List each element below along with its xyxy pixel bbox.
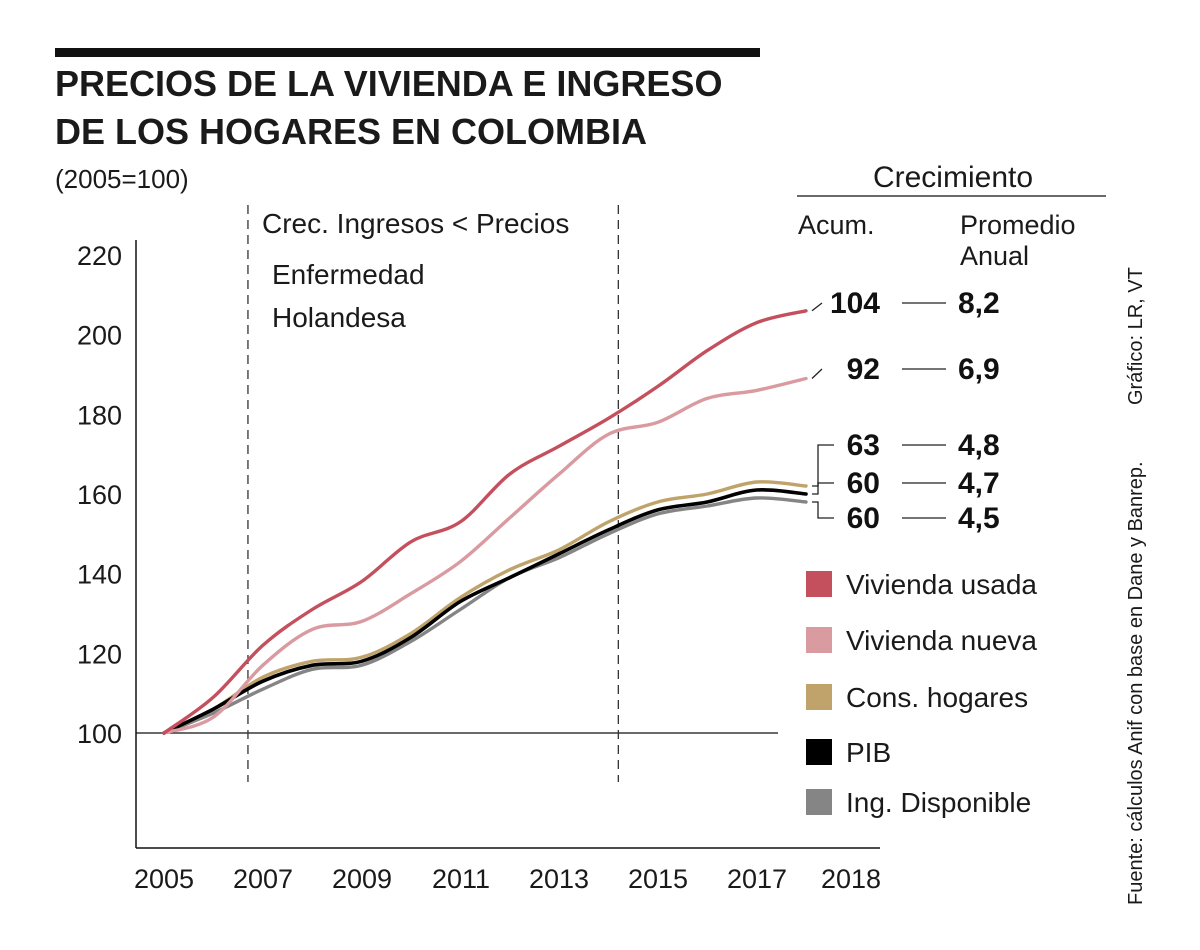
growth-connector: [812, 482, 834, 495]
axes: [135, 240, 880, 849]
series-line-cons-hogares: [162, 480, 808, 735]
growth-acum-value: 63: [847, 429, 880, 462]
legend-label: Cons. hogares: [846, 682, 1028, 713]
x-tick-labels: 2005 2007 2009 2011 2013 2015 2017 2018: [134, 864, 881, 894]
y-tick-labels: 100 120 140 160 180 200 220: [77, 241, 122, 749]
x-tick-label: 2018: [821, 864, 881, 894]
period-name-line2: Holandesa: [272, 302, 406, 333]
chart-subtitle: (2005=100): [55, 164, 189, 194]
series-line-pib: [162, 487, 808, 735]
growth-table-header: Crecimiento: [873, 161, 1033, 194]
growth-promedio-value: 4,7: [958, 467, 1000, 500]
growth-acum-value: 60: [847, 502, 880, 535]
series-line-vivienda-nueva: [162, 376, 808, 735]
growth-rows: 104 8,2 92 6,9 63 4,8 60 4,7 60 4,5: [811, 287, 1000, 535]
growth-acum-value: 60: [847, 467, 880, 500]
growth-connector: [811, 368, 823, 379]
x-tick-label: 2007: [233, 864, 293, 894]
x-tick-label: 2005: [134, 864, 194, 894]
header-rule: [55, 48, 760, 57]
growth-promedio-value: 6,9: [958, 353, 1000, 386]
legend-label: Ing. Disponible: [846, 787, 1031, 818]
legend: Vivienda usada Vivienda nueva Cons. hogare…: [806, 569, 1037, 818]
y-tick-label: 200: [77, 321, 122, 351]
legend-swatch: [806, 684, 832, 710]
growth-acum-value: 92: [847, 353, 880, 386]
growth-connector: [812, 501, 834, 519]
x-tick-label: 2011: [432, 864, 490, 894]
growth-promedio-value: 4,8: [958, 429, 1000, 462]
x-tick-label: 2013: [529, 864, 589, 894]
growth-col-acum: Acum.: [798, 210, 875, 240]
legend-label: PIB: [846, 737, 891, 768]
growth-col-prom-line2: Anual: [960, 241, 1029, 271]
growth-connector: [811, 302, 823, 312]
source-credit: Fuente: cálculos Anif con base en Dane y…: [1125, 461, 1147, 905]
growth-col-prom-line1: Promedio: [960, 210, 1076, 240]
legend-swatch: [806, 739, 832, 765]
legend-swatch: [806, 789, 832, 815]
chart-title-line2: DE LOS HOGARES EN COLOMBIA: [55, 111, 647, 152]
y-tick-label: 220: [77, 241, 122, 271]
period-label: Crec. Ingresos < Precios: [262, 208, 569, 239]
growth-promedio-value: 4,5: [958, 502, 1000, 535]
series-lines: [162, 309, 808, 735]
growth-connector: [812, 444, 834, 487]
graphic-credit: Gráfico: LR, VT: [1125, 267, 1147, 405]
legend-label: Vivienda nueva: [846, 625, 1037, 656]
y-tick-label: 140: [77, 560, 122, 590]
legend-swatch: [806, 571, 832, 597]
y-tick-label: 120: [77, 639, 122, 669]
legend-swatch: [806, 627, 832, 653]
growth-acum-value: 104: [830, 287, 880, 320]
series-line-vivienda-usada: [162, 309, 808, 735]
x-tick-label: 2017: [727, 864, 787, 894]
chart-title-line1: PRECIOS DE LA VIVIENDA E INGRESO: [55, 63, 722, 104]
series-line-ing-disponible: [162, 496, 808, 735]
period-name-line1: Enfermedad: [272, 259, 425, 290]
legend-label: Vivienda usada: [846, 569, 1037, 600]
growth-promedio-value: 8,2: [958, 287, 1000, 320]
x-tick-label: 2015: [628, 864, 688, 894]
y-tick-label: 180: [77, 400, 122, 430]
x-tick-label: 2009: [332, 864, 392, 894]
period-markers: [247, 205, 619, 782]
y-tick-label: 160: [77, 480, 122, 510]
y-tick-label: 100: [77, 719, 122, 749]
